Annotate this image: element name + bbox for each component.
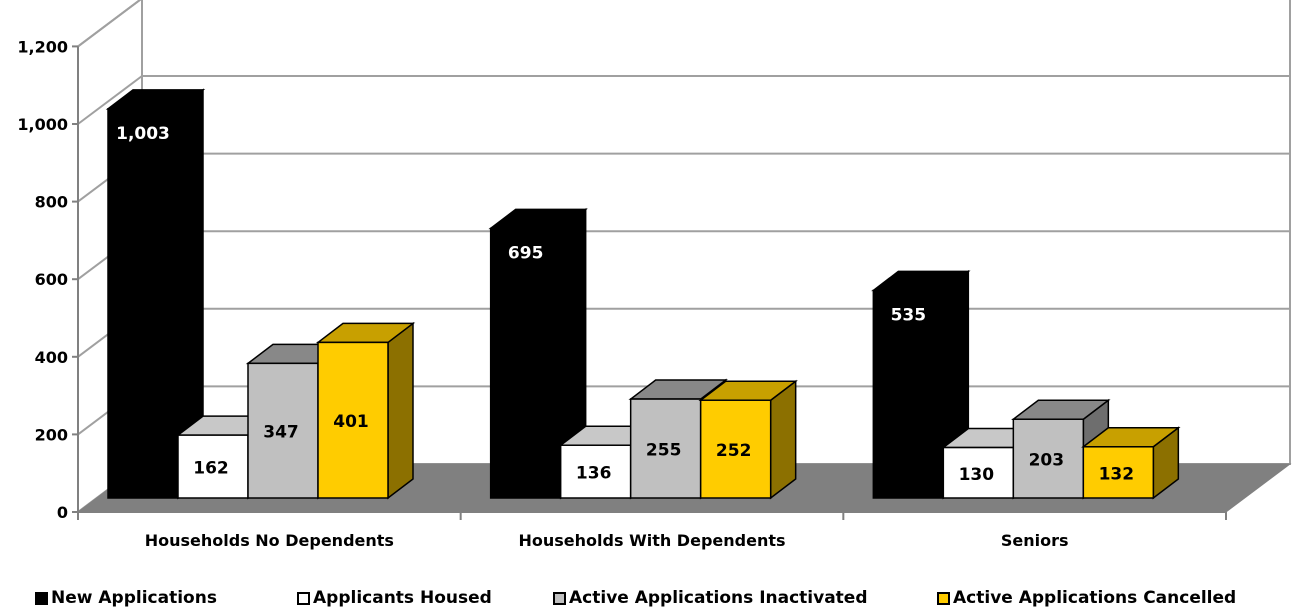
- bar: [559, 444, 632, 499]
- bar: [317, 341, 389, 499]
- y-tick-label: 400: [35, 348, 68, 367]
- legend-item-applicants-housed: Applicants Housed: [297, 588, 492, 608]
- legend-swatch-active-applications-cancelled: [937, 591, 950, 605]
- legend-item-new-applications: New Applications: [35, 588, 217, 608]
- y-tick-label: 0: [57, 503, 68, 522]
- legend-swatch-applicants-housed: [297, 591, 310, 605]
- data-label: 347: [263, 423, 299, 443]
- legend-item-active-applications-cancelled: Active Applications Cancelled: [937, 588, 1236, 608]
- x-category-label: Seniors: [1001, 531, 1069, 550]
- data-label: 162: [193, 459, 229, 479]
- legend-label: New Applications: [51, 588, 217, 608]
- legend-swatch-new-applications: [35, 591, 48, 605]
- data-label: 136: [576, 464, 612, 484]
- y-tick-label: 1,200: [17, 37, 68, 56]
- bar: [699, 399, 772, 499]
- bar: [1082, 446, 1155, 499]
- bar-side: [387, 321, 414, 500]
- x-category-label: Households No Dependents: [145, 531, 394, 550]
- data-label: 203: [1029, 451, 1065, 471]
- y-tick-label: 1,000: [17, 115, 68, 134]
- data-label: 130: [959, 465, 995, 485]
- data-label: 252: [716, 441, 752, 461]
- legend-label: Active Applications Cancelled: [953, 588, 1237, 608]
- bar: [489, 227, 562, 499]
- legend: New Applications Applicants Housed Activ…: [0, 588, 1292, 612]
- chart: 0 200 400 600 800 1,000 1,200 Households No Dep…: [17, 0, 1292, 550]
- data-label: 695: [508, 243, 544, 263]
- bar: [629, 398, 702, 499]
- legend-swatch-active-applications-inactivated: [553, 591, 566, 605]
- bar-side: [769, 379, 797, 500]
- y-tick-label: 800: [35, 193, 68, 212]
- bar: [107, 108, 179, 499]
- x-category-label: Households With Dependents: [519, 531, 786, 550]
- bar: [247, 362, 319, 499]
- legend-label: Applicants Housed: [313, 588, 492, 608]
- data-label: 535: [891, 305, 927, 325]
- gridline-diagonal: [77, 0, 142, 48]
- y-tick-label: 200: [35, 425, 68, 444]
- gridline-diagonal: [77, 75, 143, 125]
- legend-item-active-applications-inactivated: Active Applications Inactivated: [553, 588, 868, 608]
- data-label: 401: [333, 412, 369, 432]
- data-label: 255: [646, 441, 682, 461]
- legend-label: Active Applications Inactivated: [569, 588, 868, 608]
- y-tick-label: 600: [35, 270, 68, 289]
- data-label: 132: [1099, 464, 1135, 484]
- bar: [872, 289, 945, 499]
- data-label: 1,003: [116, 124, 170, 144]
